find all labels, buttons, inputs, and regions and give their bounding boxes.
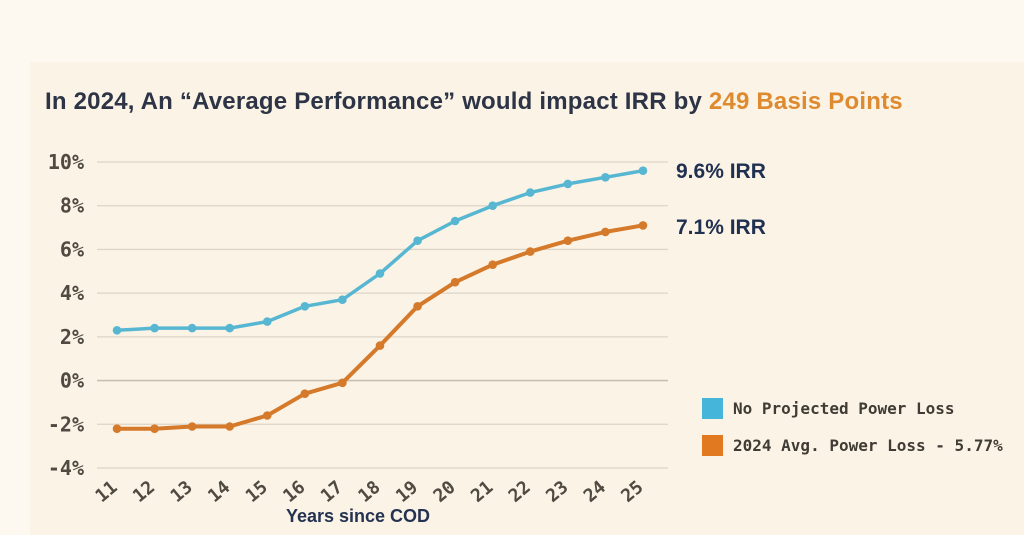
- svg-text:10%: 10%: [48, 150, 84, 174]
- legend-swatch-blue-icon: [702, 397, 723, 419]
- svg-text:-2%: -2%: [48, 412, 84, 436]
- svg-text:15: 15: [242, 477, 272, 507]
- x-axis-tick-labels: 11 12 13 14 15 16 17 18 19 20 21 22 23 24 25: [91, 477, 647, 507]
- svg-text:22: 22: [505, 477, 535, 507]
- svg-text:20: 20: [430, 477, 460, 507]
- svg-text:24: 24: [580, 477, 610, 507]
- svg-text:16: 16: [279, 477, 309, 507]
- legend-item-avg-power-loss: 2024 Avg. Power Loss - 5.77%: [702, 434, 1003, 456]
- series-avg-power-loss: [112, 221, 648, 434]
- y-axis-tick-labels: 10% 8% 6% 4% 2% 0% -2% -4%: [48, 150, 84, 480]
- svg-text:8%: 8%: [60, 194, 84, 218]
- blue-series-end-label: 9.6% IRR: [676, 160, 766, 183]
- svg-text:14: 14: [204, 477, 234, 507]
- series-no-power-loss: [112, 166, 648, 335]
- svg-text:21: 21: [467, 477, 497, 507]
- legend-item-no-power-loss: No Projected Power Loss: [702, 397, 1003, 419]
- slide-panel: [30, 62, 1024, 535]
- svg-text:25: 25: [617, 477, 647, 507]
- legend: No Projected Power Loss 2024 Avg. Power …: [702, 397, 1003, 471]
- svg-text:17: 17: [317, 477, 347, 507]
- svg-text:4%: 4%: [60, 281, 84, 305]
- title-accent: 249 Basis Points: [708, 88, 903, 115]
- svg-text:6%: 6%: [60, 237, 84, 261]
- svg-text:11: 11: [91, 477, 121, 507]
- x-axis-title: Years since COD: [285, 506, 431, 526]
- svg-text:13: 13: [167, 477, 197, 507]
- svg-text:23: 23: [542, 477, 572, 507]
- svg-text:-4%: -4%: [48, 456, 84, 480]
- svg-text:19: 19: [392, 477, 422, 507]
- legend-label-no-power-loss: No Projected Power Loss: [733, 398, 955, 418]
- svg-text:18: 18: [354, 477, 384, 507]
- orange-series-end-label: 7.1% IRR: [676, 216, 766, 239]
- legend-label-avg-power-loss: 2024 Avg. Power Loss - 5.77%: [733, 435, 1003, 455]
- svg-text:0%: 0%: [60, 369, 84, 393]
- page-title: In 2024, An “Average Performance” would …: [45, 88, 903, 116]
- svg-text:2%: 2%: [60, 325, 84, 349]
- legend-swatch-orange-icon: [702, 434, 723, 456]
- svg-text:12: 12: [129, 477, 159, 507]
- gridlines: [97, 161, 668, 469]
- title-text: In 2024, An “Average Performance” would …: [45, 88, 709, 115]
